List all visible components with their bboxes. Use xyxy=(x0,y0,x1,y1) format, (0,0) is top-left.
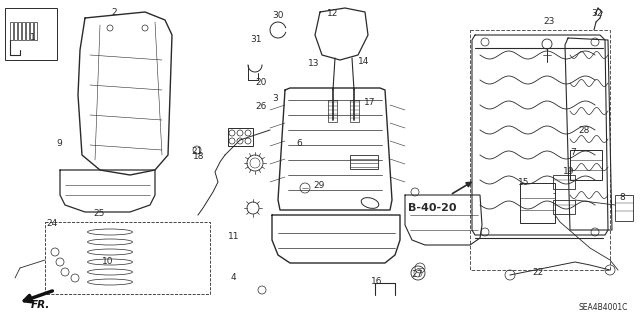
Text: 15: 15 xyxy=(518,178,529,187)
Text: 26: 26 xyxy=(255,102,267,111)
Text: 32: 32 xyxy=(591,9,602,18)
Text: B-40-20: B-40-20 xyxy=(408,203,456,213)
Text: 19: 19 xyxy=(563,167,574,176)
Bar xyxy=(26,22,29,40)
Bar xyxy=(5,8,57,60)
Text: 11: 11 xyxy=(228,232,239,241)
Bar xyxy=(228,128,253,146)
Text: 24: 24 xyxy=(47,219,58,228)
Bar xyxy=(10,22,13,40)
Text: 1: 1 xyxy=(31,33,36,42)
Text: FR.: FR. xyxy=(30,300,50,310)
Bar xyxy=(570,150,602,180)
Text: 8: 8 xyxy=(620,193,625,202)
Text: 31: 31 xyxy=(250,35,262,44)
Bar xyxy=(328,100,337,122)
Text: 10: 10 xyxy=(102,257,113,266)
Bar xyxy=(22,22,25,40)
Text: 16: 16 xyxy=(371,277,382,286)
Bar xyxy=(553,200,575,214)
Text: 22: 22 xyxy=(532,268,543,277)
Text: 20: 20 xyxy=(255,78,267,87)
Text: 12: 12 xyxy=(327,9,339,18)
Text: 9: 9 xyxy=(56,139,61,148)
Text: 6: 6 xyxy=(297,139,302,148)
Text: 2: 2 xyxy=(111,8,116,17)
Text: 17: 17 xyxy=(364,98,376,107)
Text: 27: 27 xyxy=(412,271,423,279)
Bar xyxy=(470,30,610,270)
Bar xyxy=(350,100,359,122)
Bar xyxy=(30,22,33,40)
Bar xyxy=(14,22,17,40)
Text: 28: 28 xyxy=(578,126,589,135)
Text: 14: 14 xyxy=(358,57,369,66)
Bar xyxy=(553,175,575,189)
Bar xyxy=(18,22,21,40)
Text: 4: 4 xyxy=(231,273,236,282)
Text: 30: 30 xyxy=(273,11,284,20)
Text: 29: 29 xyxy=(313,181,324,190)
Text: 21: 21 xyxy=(191,147,203,156)
Bar xyxy=(34,22,37,40)
Text: 25: 25 xyxy=(93,209,105,218)
Bar xyxy=(615,195,633,221)
Bar xyxy=(350,155,378,169)
Text: 3: 3 xyxy=(273,94,278,103)
Bar xyxy=(45,222,210,294)
Text: 13: 13 xyxy=(308,59,319,68)
Text: 23: 23 xyxy=(543,17,555,26)
Bar xyxy=(520,183,555,223)
Text: 7: 7 xyxy=(570,148,575,157)
Text: SEA4B4001C: SEA4B4001C xyxy=(579,303,628,312)
Text: 18: 18 xyxy=(193,152,204,161)
